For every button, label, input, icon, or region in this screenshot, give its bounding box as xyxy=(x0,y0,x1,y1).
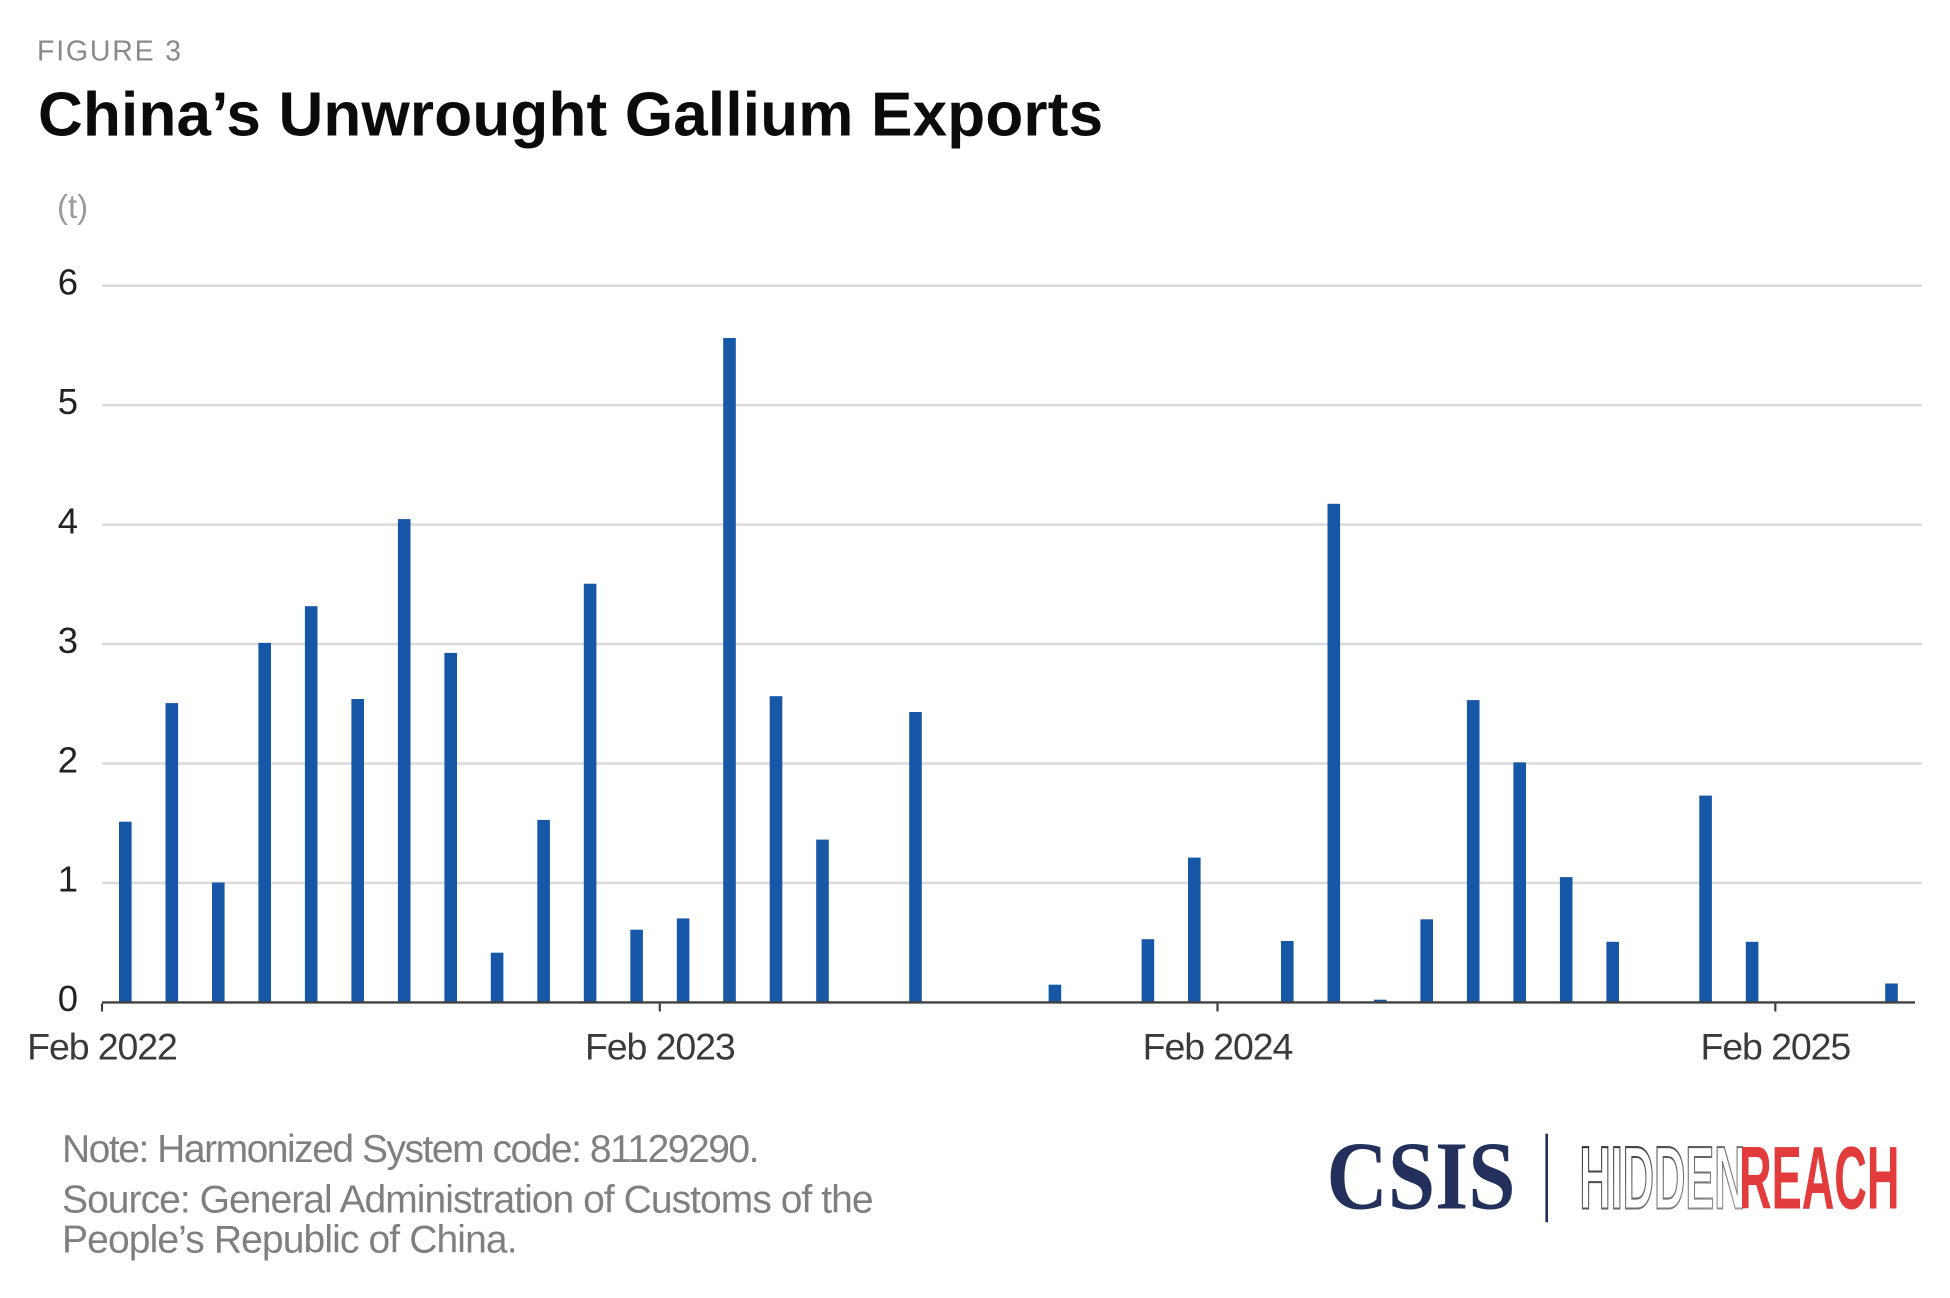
svg-text:Feb 2025: Feb 2025 xyxy=(1700,1026,1850,1068)
svg-text:0: 0 xyxy=(58,978,78,1019)
svg-text:Feb 2024: Feb 2024 xyxy=(1143,1026,1293,1068)
svg-text:FIGURE 3: FIGURE 3 xyxy=(37,36,183,68)
svg-text:Feb 2023: Feb 2023 xyxy=(585,1026,735,1068)
svg-text:Feb 2022: Feb 2022 xyxy=(27,1026,177,1068)
svg-text:(t): (t) xyxy=(57,188,88,225)
svg-text:People’s Republic of China.: People’s Republic of China. xyxy=(62,1219,517,1262)
svg-text:HIDDEN: HIDDEN xyxy=(1580,1127,1746,1227)
svg-text:2: 2 xyxy=(58,739,78,780)
svg-text:Note: Harmonized System code:: Note: Harmonized System code: 81129290. xyxy=(62,1128,758,1171)
svg-text:CSIS: CSIS xyxy=(1327,1122,1516,1229)
svg-text:6: 6 xyxy=(58,262,78,303)
svg-text:3: 3 xyxy=(58,620,78,661)
svg-text:5: 5 xyxy=(58,381,78,422)
svg-text:China’s Unwrought Gallium Expo: China’s Unwrought Gallium Exports xyxy=(38,80,1103,149)
svg-text:Source: General Administration: Source: General Administration of Custom… xyxy=(62,1179,873,1222)
svg-text:REACH: REACH xyxy=(1739,1127,1900,1227)
svg-text:1: 1 xyxy=(58,859,78,900)
svg-text:4: 4 xyxy=(58,500,78,541)
